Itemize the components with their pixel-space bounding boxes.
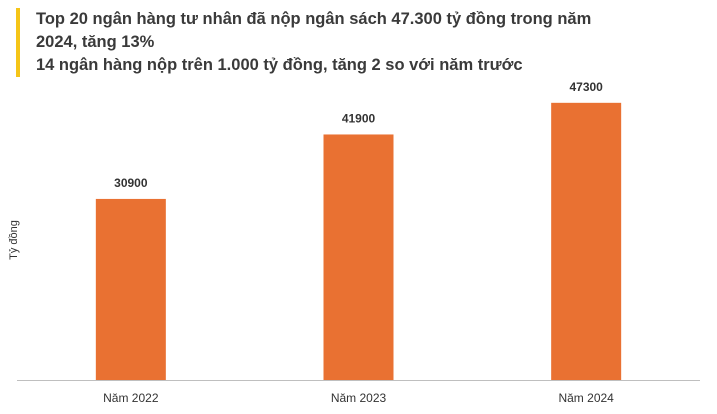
chart-title: Top 20 ngân hàng tư nhân đã nộp ngân sác…	[36, 10, 592, 51]
x-tick-label: Năm 2023	[331, 391, 387, 405]
value-label: 41900	[342, 112, 376, 126]
value-label: 30900	[114, 176, 148, 190]
bar	[95, 198, 166, 380]
chart-subtitle: 14 ngân hàng nộp trên 1.000 tỷ đồng, tăn…	[36, 56, 523, 74]
value-label: 47300	[569, 80, 603, 94]
header: Top 20 ngân hàng tư nhân đã nộp ngân sác…	[16, 8, 636, 77]
y-axis-label: Tỷ đồng	[8, 220, 20, 260]
bar	[323, 134, 394, 380]
x-tick-label: Năm 2022	[103, 391, 159, 405]
x-tick-label: Năm 2024	[558, 391, 614, 405]
bar	[551, 102, 622, 381]
